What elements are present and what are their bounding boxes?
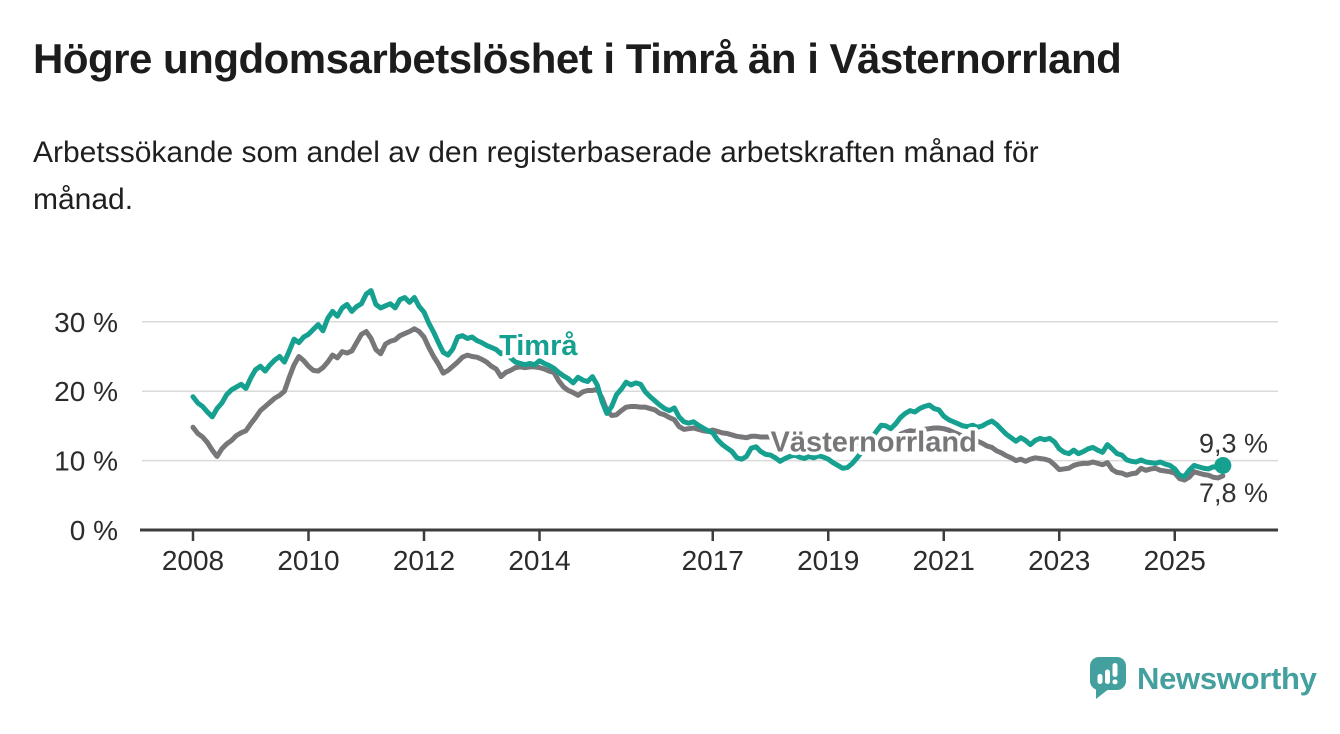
x-tick-label-2025: 2025 (1144, 545, 1206, 576)
annotation-timrå: Timrå (499, 330, 578, 362)
y-tick-label-0: 0 % (70, 515, 118, 546)
x-tick-label-2021: 2021 (913, 545, 975, 576)
x-tick-label-2017: 2017 (682, 545, 744, 576)
newsworthy-logo-icon (1090, 657, 1126, 699)
y-tick-label-30: 30 % (54, 307, 118, 338)
page-subtitle: Arbetssökande som andel av den registerb… (33, 130, 1039, 223)
end-dot-timrå (1214, 456, 1232, 474)
line-timrå (190, 288, 1226, 480)
line-västernorrland (190, 326, 1226, 483)
annotation-västernorrland: Västernorrland (771, 427, 977, 459)
x-tick-label-2010: 2010 (277, 545, 339, 576)
x-tick-label-2012: 2012 (393, 545, 455, 576)
annotation-7-8: 7,8 % (1199, 478, 1268, 508)
page-title: Högre ungdomsarbetslöshet i Timrå än i V… (33, 35, 1122, 82)
newsworthy-logo-text: Newsworthy (1137, 660, 1317, 696)
page-subtitle-line1: Arbetssökande som andel av den registerb… (33, 136, 1039, 169)
page-subtitle-line2: månad. (33, 182, 134, 216)
annotation-9-3: 9,3 % (1199, 428, 1268, 458)
x-tick-label-2014: 2014 (508, 545, 570, 576)
x-tick-label-2019: 2019 (797, 545, 859, 576)
newsworthy-logo: Newsworthy (1088, 656, 1317, 701)
y-tick-label-10: 10 % (54, 446, 118, 477)
x-tick-label-2008: 2008 (162, 545, 224, 576)
y-tick-label-20: 20 % (54, 376, 118, 407)
x-tick-label-2023: 2023 (1028, 545, 1090, 576)
